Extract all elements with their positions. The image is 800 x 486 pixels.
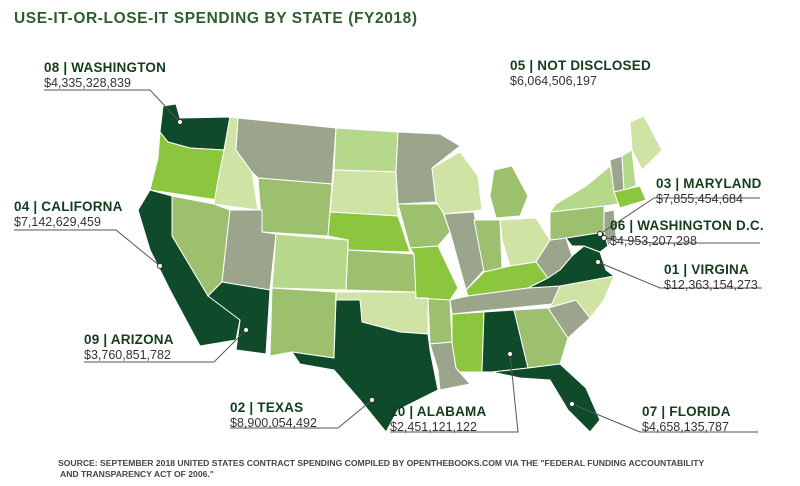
state-colorado xyxy=(271,233,349,291)
connector-washington xyxy=(44,89,181,123)
label-name: 01 | VIRGINA xyxy=(664,262,749,277)
state-north-dakota xyxy=(333,127,399,173)
state-california xyxy=(137,189,241,347)
label-name: 08 | WASHINGTON xyxy=(44,60,167,75)
label-virgina: 01 | VIRGINA $12,363,154,273 xyxy=(664,262,758,292)
label-amount: $4,335,328,839 xyxy=(44,75,131,90)
connector-florida xyxy=(571,403,758,433)
state-wisconsin xyxy=(431,151,483,215)
label-amount: $6,064,506,197 xyxy=(510,73,597,88)
state-massachusetts xyxy=(613,185,647,209)
label-name: 09 | ARIZONA xyxy=(84,332,174,347)
connector-washington-dc xyxy=(603,237,760,244)
state-michigan xyxy=(489,165,529,219)
label-amount: $4,953,207,298 xyxy=(610,233,697,248)
label-amount: $2,451,121,122 xyxy=(390,419,477,434)
label-texas: 02 | TEXAS $8,900,054,492 xyxy=(230,400,317,430)
label-name: 05 | NOT DISCLOSED xyxy=(510,58,651,73)
map-title: USE-IT-OR-LOSE-IT SPENDING BY STATE (FY2… xyxy=(14,10,418,27)
source-line-2: AND TRANSPARENCY ACT OF 2006." xyxy=(60,469,214,480)
label-amount: $12,363,154,273 xyxy=(664,277,758,292)
state-new-york xyxy=(549,165,619,213)
label-amount: $7,142,629,459 xyxy=(14,214,101,229)
state-georgia xyxy=(513,307,569,369)
label-maryland: 03 | MARYLAND $7,855,454,684 xyxy=(656,176,762,206)
state-maine xyxy=(629,115,663,171)
connector-virgina xyxy=(597,261,762,289)
state-new-hampshire xyxy=(621,149,637,191)
label-arizona: 09 | ARIZONA $3,760,851,782 xyxy=(84,332,174,362)
label-amount: $3,760,851,782 xyxy=(84,347,171,362)
state-south-dakota xyxy=(329,169,399,217)
label-amount: $8,900,054,492 xyxy=(230,415,317,430)
label-name: 06 | WASHINGTON D.C. xyxy=(610,218,764,233)
label-washington: 08 | WASHINGTON $4,335,328,839 xyxy=(44,60,166,90)
state-virginia xyxy=(527,245,615,289)
label-florida: 07 | FLORIDA $4,658,135,787 xyxy=(642,404,731,434)
source-line-1: SOURCE: SEPTEMBER 2018 UNITED STATES CON… xyxy=(58,458,705,468)
label-name: 03 | MARYLAND xyxy=(656,176,762,191)
marker-arizona xyxy=(243,327,249,333)
label-alabama: 10 | ALABAMA $2,451,121,122 xyxy=(390,404,486,434)
label-name: 02 | TEXAS xyxy=(230,400,304,415)
source-note: SOURCE: SEPTEMBER 2018 UNITED STATES CON… xyxy=(58,458,704,480)
marker-washington xyxy=(177,119,183,125)
marker-maryland xyxy=(597,231,603,237)
marker-alabama xyxy=(507,351,513,357)
state-illinois xyxy=(443,211,485,291)
connector-maryland xyxy=(599,197,760,235)
state-wyoming xyxy=(257,177,333,237)
marker-washington-dc xyxy=(601,235,607,241)
marker-texas xyxy=(369,397,375,403)
state-new-mexico xyxy=(269,287,337,359)
label-amount: $7,855,454,684 xyxy=(656,191,743,206)
state-mississippi xyxy=(451,311,485,373)
marker-florida xyxy=(569,401,575,407)
marker-california xyxy=(157,263,163,269)
state-florida xyxy=(491,363,601,433)
label-california: 04 | CALIFORNA $7,142,629,459 xyxy=(14,199,123,229)
label-not-disclosed: 05 | NOT DISCLOSED $6,064,506,197 xyxy=(510,58,651,88)
label-name: 10 | ALABAMA xyxy=(390,404,487,419)
label-name: 07 | FLORIDA xyxy=(642,404,731,419)
label-amount: $4,658,135,787 xyxy=(642,419,729,434)
marker-virgina xyxy=(595,259,601,265)
connector-california xyxy=(14,229,161,267)
state-arizona xyxy=(207,281,271,355)
state-kansas xyxy=(345,249,417,293)
state-texas xyxy=(291,299,439,433)
state-missouri xyxy=(409,245,459,301)
label-washington-dc: 06 | WASHINGTON D.C. $4,953,207,298 xyxy=(610,218,764,248)
connector-alabama xyxy=(390,353,519,433)
connector-texas xyxy=(230,399,373,429)
state-iowa xyxy=(397,203,451,249)
connector-arizona xyxy=(84,329,247,363)
label-name: 04 | CALIFORNA xyxy=(14,199,123,214)
